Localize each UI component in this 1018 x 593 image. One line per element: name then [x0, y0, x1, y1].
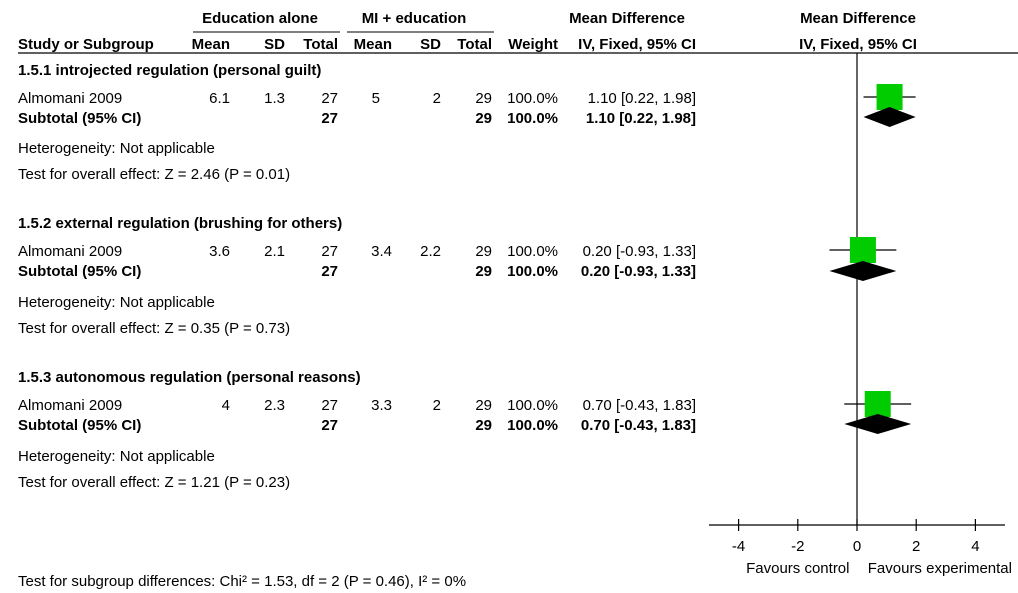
study-mean1: 4 [222, 397, 230, 414]
plot-header: Mean Difference [800, 10, 916, 27]
subtotal-label: Subtotal (95% CI) [18, 110, 141, 127]
study-weight: 100.0% [507, 90, 558, 107]
study-name: Almomani 2009 [18, 243, 122, 260]
study-n2: 29 [475, 90, 492, 107]
group1-header: Education alone [202, 10, 318, 27]
study-effect-square [864, 391, 891, 417]
heterogeneity-text: Heterogeneity: Not applicable [18, 294, 215, 311]
subtotal-diamond [829, 261, 897, 281]
subtotal-weight: 100.0% [507, 263, 558, 280]
column-header-total1: Total [303, 36, 338, 53]
favours-right-label: Favours experimental [868, 560, 1012, 577]
column-header-mean1: Mean [192, 36, 230, 53]
column-header-study: Study or Subgroup [18, 36, 154, 53]
overall-effect-text: Test for overall effect: Z = 2.46 (P = 0… [18, 166, 290, 183]
subgroup-title: 1.5.2 external regulation (brushing for … [18, 215, 342, 232]
subtotal-weight: 100.0% [507, 110, 558, 127]
plot-method-header: IV, Fixed, 95% CI [799, 36, 917, 53]
study-sd1: 2.1 [264, 243, 285, 260]
column-header-total2: Total [457, 36, 492, 53]
study-effect-square [849, 237, 876, 263]
study-ci: 0.20 [-0.93, 1.33] [583, 243, 696, 260]
subtotal-n1: 27 [321, 110, 338, 127]
study-ci: 0.70 [-0.43, 1.83] [583, 397, 696, 414]
group2-header: MI + education [362, 10, 467, 27]
study-name: Almomani 2009 [18, 90, 122, 107]
study-mean1: 3.6 [209, 243, 230, 260]
study-weight: 100.0% [507, 243, 558, 260]
study-weight: 100.0% [507, 397, 558, 414]
plot-area: -4 -2 0 2 4 Favours control Favours experiment… [709, 53, 1012, 577]
study-name: Almomani 2009 [18, 397, 122, 414]
x-tick-label: 0 [853, 538, 861, 555]
subtotal-ci: 1.10 [0.22, 1.98] [586, 110, 696, 127]
x-tick-label: 4 [971, 538, 979, 555]
subtotal-n2: 29 [475, 263, 492, 280]
study-sd1: 2.3 [264, 397, 285, 414]
study-n1: 27 [321, 397, 338, 414]
subtotal-n2: 29 [475, 417, 492, 434]
subtotal-diamond [844, 414, 912, 434]
subtotal-weight: 100.0% [507, 417, 558, 434]
study-sd2: 2 [433, 397, 441, 414]
study-ci: 1.10 [0.22, 1.98] [588, 90, 696, 107]
subtotal-n1: 27 [321, 263, 338, 280]
study-sd1: 1.3 [264, 90, 285, 107]
column-header-ci: IV, Fixed, 95% CI [578, 36, 696, 53]
heterogeneity-text: Heterogeneity: Not applicable [18, 448, 215, 465]
study-mean2: 3.4 [371, 243, 392, 260]
study-effect-square [876, 84, 903, 110]
subgroup-1: 1.5.1 introjected regulation (personal g… [18, 62, 696, 183]
column-header-mean2: Mean [354, 36, 392, 53]
study-n2: 29 [475, 397, 492, 414]
column-header-sd1: SD [264, 36, 285, 53]
subtotal-ci: 0.20 [-0.93, 1.33] [581, 263, 696, 280]
overall-effect-text: Test for overall effect: Z = 0.35 (P = 0… [18, 320, 290, 337]
x-tick-label: -2 [791, 538, 804, 555]
overall-effect-text: Test for overall effect: Z = 1.21 (P = 0… [18, 474, 290, 491]
subgroup-3: 1.5.3 autonomous regulation (personal re… [18, 369, 696, 491]
favours-left-label: Favours control [746, 560, 849, 577]
study-mean1: 6.1 [209, 90, 230, 107]
study-sd2: 2 [433, 90, 441, 107]
subgroup-2: 1.5.2 external regulation (brushing for … [18, 215, 696, 337]
subtotal-n2: 29 [475, 110, 492, 127]
column-header-weight: Weight [508, 36, 558, 53]
subtotal-diamond [863, 107, 916, 127]
subtotal-ci: 0.70 [-0.43, 1.83] [581, 417, 696, 434]
subgroup-title: 1.5.3 autonomous regulation (personal re… [18, 369, 361, 386]
study-mean2: 5 [372, 90, 380, 107]
subgroup-differences-text: Test for subgroup differences: Chi² = 1.… [18, 573, 466, 590]
subtotal-label: Subtotal (95% CI) [18, 417, 141, 434]
study-n1: 27 [321, 243, 338, 260]
study-n1: 27 [321, 90, 338, 107]
column-header-sd2: SD [420, 36, 441, 53]
study-n2: 29 [475, 243, 492, 260]
x-tick-label: 2 [912, 538, 920, 555]
effect-header: Mean Difference [569, 10, 685, 27]
heterogeneity-text: Heterogeneity: Not applicable [18, 140, 215, 157]
study-sd2: 2.2 [420, 243, 441, 260]
subtotal-n1: 27 [321, 417, 338, 434]
study-mean2: 3.3 [371, 397, 392, 414]
subtotal-label: Subtotal (95% CI) [18, 263, 141, 280]
x-tick-label: -4 [732, 538, 745, 555]
subgroup-title: 1.5.1 introjected regulation (personal g… [18, 62, 321, 79]
